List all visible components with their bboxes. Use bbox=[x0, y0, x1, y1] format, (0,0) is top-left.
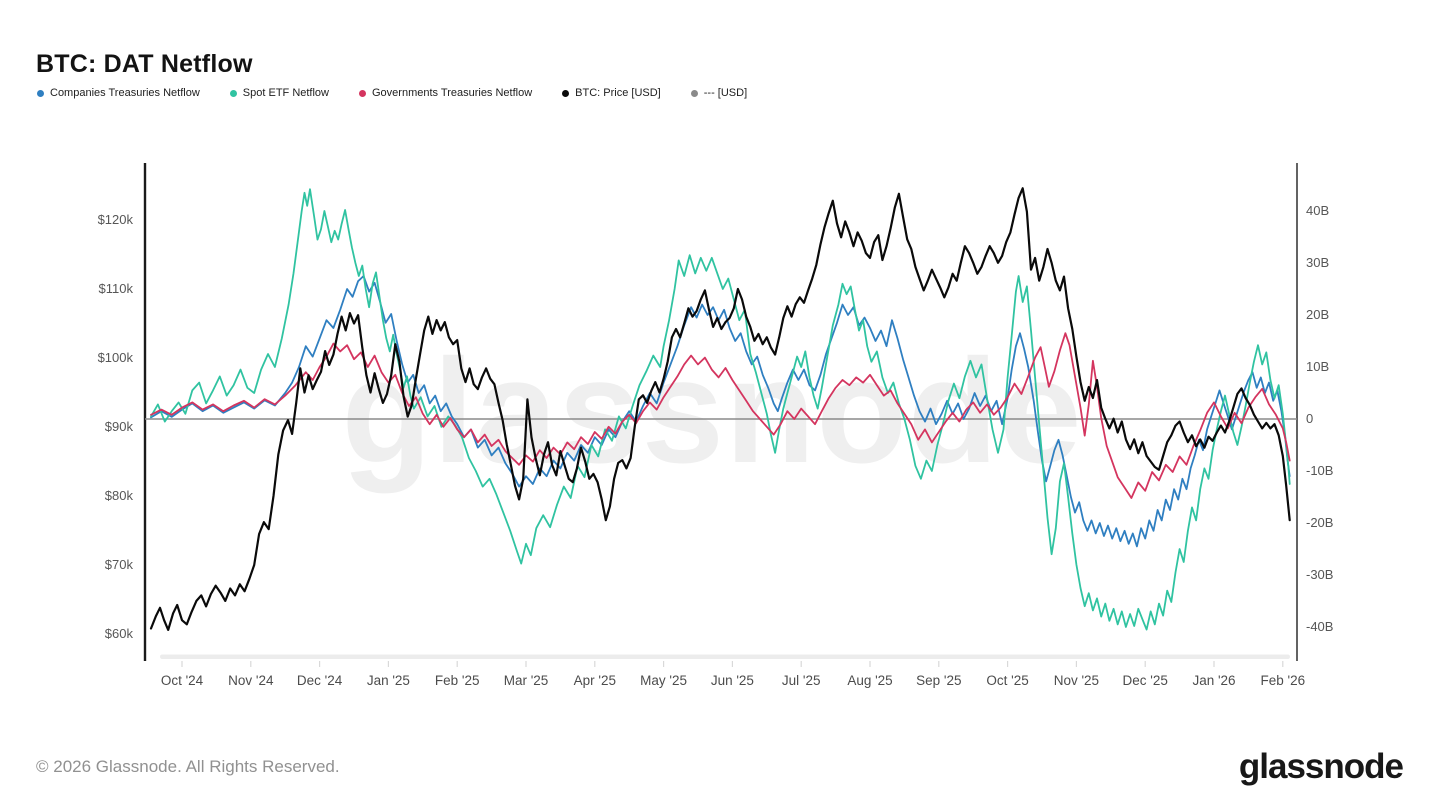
left-axis-tick-label: $110k bbox=[98, 281, 133, 296]
right-axis-tick-label: 20B bbox=[1306, 307, 1330, 322]
x-axis-tick-label: Feb '25 bbox=[434, 673, 480, 688]
right-axis-tick-label: -20B bbox=[1306, 515, 1334, 530]
x-axis-tick-label: Jul '25 bbox=[781, 673, 821, 688]
x-axis-tick-label: Oct '25 bbox=[986, 673, 1029, 688]
series-line-governments-treasuries-netflow bbox=[150, 332, 1291, 499]
chart-scroll-bar[interactable] bbox=[160, 654, 1290, 660]
x-axis-tick-label: Jun '25 bbox=[710, 673, 754, 688]
left-axis-tick-label: $120k bbox=[97, 212, 133, 227]
right-axis-tick-label: 30B bbox=[1306, 255, 1330, 270]
legend-item-dashed-usd[interactable]: --- [USD] bbox=[690, 87, 748, 99]
legend-item-btc-price-usd[interactable]: BTC: Price [USD] bbox=[562, 87, 661, 99]
legend-dot-icon bbox=[37, 89, 44, 97]
x-axis-tick-label: Jan '26 bbox=[1192, 673, 1236, 688]
legend-label: Companies Treasuries Netflow bbox=[50, 87, 200, 99]
left-axis-tick-label: $100k bbox=[97, 350, 133, 365]
chart-legend: Companies Treasuries Netflow Spot ETF Net… bbox=[37, 87, 747, 99]
x-axis-tick-label: Nov '25 bbox=[1053, 673, 1100, 688]
x-axis-tick-label: Nov '24 bbox=[228, 673, 274, 688]
legend-dot-icon bbox=[359, 89, 366, 97]
x-axis-tick-label: Oct '24 bbox=[160, 673, 204, 688]
x-axis-tick-label: Apr '25 bbox=[573, 673, 616, 688]
x-axis-tick-label: Aug '25 bbox=[847, 673, 893, 688]
legend-dot-icon bbox=[229, 89, 237, 97]
x-axis-tick-label: Dec '25 bbox=[1122, 673, 1168, 688]
legend-dot-icon bbox=[690, 89, 698, 97]
right-axis-tick-label: -10B bbox=[1306, 463, 1334, 478]
legend-label: Spot ETF Netflow bbox=[242, 87, 329, 99]
x-axis-tick-label: Jan '25 bbox=[366, 673, 410, 688]
x-axis-tick-label: May '25 bbox=[640, 673, 688, 688]
x-axis-tick-label: Mar '25 bbox=[503, 673, 549, 688]
x-axis-tick-label: Sep '25 bbox=[916, 673, 962, 688]
legend-label: BTC: Price [USD] bbox=[575, 87, 661, 99]
right-axis-tick-label: 0 bbox=[1306, 411, 1314, 426]
legend-label: Governments Treasuries Netflow bbox=[372, 87, 533, 99]
legend-item-governments-treasuries-netflow[interactable]: Governments Treasuries Netflow bbox=[359, 87, 532, 99]
series-line-spot-etf-netflow bbox=[150, 188, 1291, 631]
glassnode-watermark: glassnode bbox=[341, 329, 1083, 494]
series-line-companies-treasuries-netflow bbox=[150, 275, 1291, 548]
x-axis-tick-label: Dec '24 bbox=[296, 673, 343, 688]
legend-item-companies-treasuries-netflow[interactable]: Companies Treasuries Netflow bbox=[37, 87, 200, 99]
left-axis-tick-label: $70k bbox=[104, 557, 133, 572]
right-axis-tick-label: 40B bbox=[1306, 203, 1330, 218]
left-axis-tick-label: $90k bbox=[104, 419, 133, 434]
copyright-text: © 2026 Glassnode. All Rights Reserved. bbox=[36, 757, 340, 776]
right-axis-tick-label: -40B bbox=[1306, 619, 1334, 634]
legend-dot-icon bbox=[562, 89, 570, 97]
right-axis-tick-label: -30B bbox=[1306, 567, 1334, 582]
x-axis-tick-label: Feb '26 bbox=[1260, 673, 1306, 688]
legend-label: --- [USD] bbox=[703, 87, 748, 99]
legend-item-spot-etf-netflow[interactable]: Spot ETF Netflow bbox=[229, 87, 329, 99]
left-axis-tick-label: $80k bbox=[104, 488, 133, 503]
glassnode-logo: glassnode bbox=[1238, 747, 1404, 786]
right-axis-tick-label: 10B bbox=[1306, 359, 1330, 374]
page-title: BTC: DAT Netflow bbox=[36, 49, 253, 78]
left-axis-tick-label: $60k bbox=[104, 626, 133, 641]
series-line-btc-price-usd bbox=[149, 187, 1291, 632]
